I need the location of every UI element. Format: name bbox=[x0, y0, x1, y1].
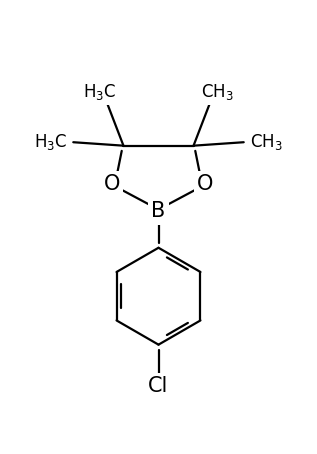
Text: H$_3$C: H$_3$C bbox=[34, 132, 68, 152]
Text: B: B bbox=[152, 202, 165, 222]
Text: O: O bbox=[104, 174, 120, 194]
Text: Cl: Cl bbox=[148, 376, 169, 396]
Text: CH$_3$: CH$_3$ bbox=[201, 82, 234, 102]
Text: H$_3$C: H$_3$C bbox=[83, 82, 116, 102]
Text: O: O bbox=[197, 174, 213, 194]
Text: CH$_3$: CH$_3$ bbox=[250, 132, 282, 152]
